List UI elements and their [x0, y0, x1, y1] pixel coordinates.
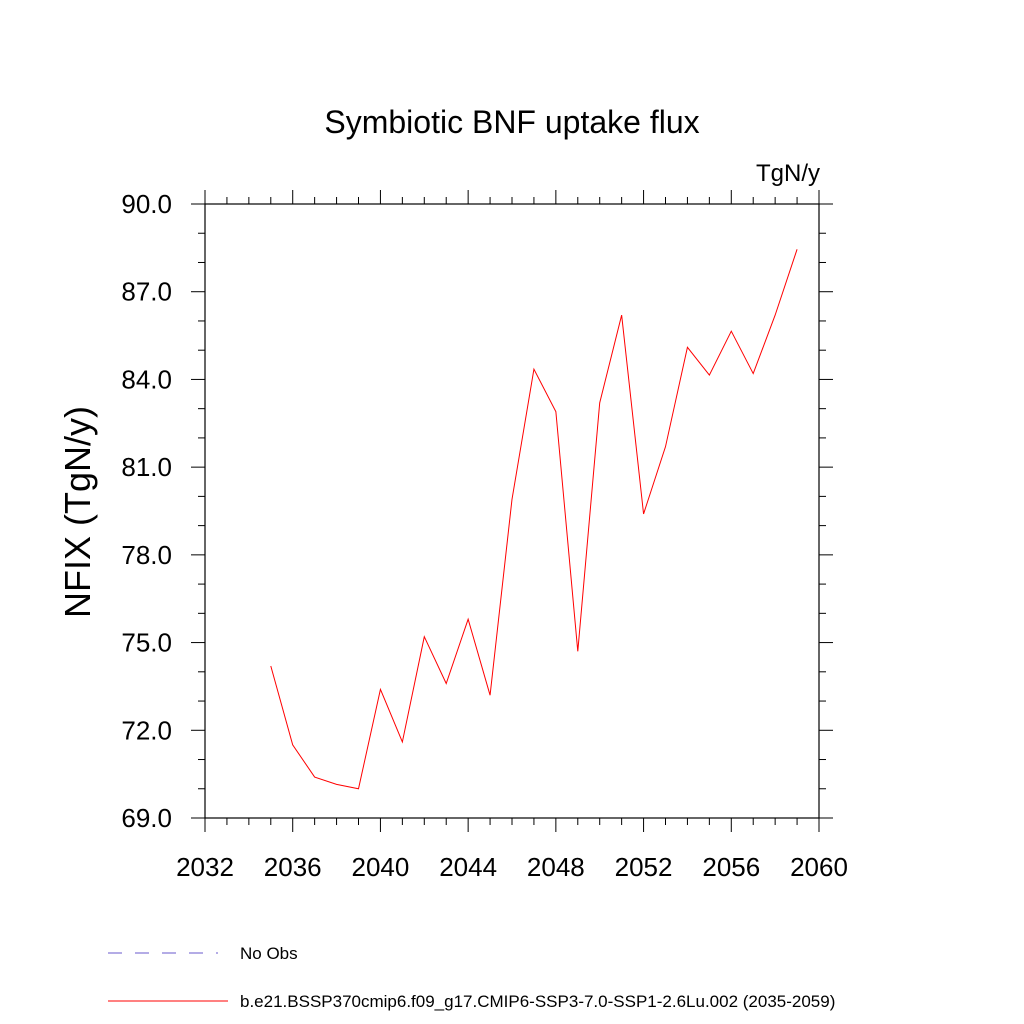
- x-tick-label: 2040: [352, 852, 410, 882]
- legend: No Obs b.e21.BSSP370cmip6.f09_g17.CMIP6-…: [108, 944, 835, 1011]
- units-label: TgN/y: [756, 160, 820, 187]
- x-tick-label: 2032: [176, 852, 234, 882]
- chart-title: Symbiotic BNF uptake flux: [324, 104, 699, 140]
- x-tick-label: 2052: [615, 852, 673, 882]
- y-tick-label: 90.0: [121, 189, 172, 219]
- legend-label-no-obs: No Obs: [240, 944, 298, 963]
- x-tick-label: 2044: [439, 852, 497, 882]
- y-tick-label: 69.0: [121, 803, 172, 833]
- y-axis-label: NFIX (TgN/y): [57, 406, 98, 618]
- series-layer: [270, 249, 798, 790]
- x-tick-labels: 2032 2036 2040 2044 2048 2052 2056 2060: [176, 852, 848, 882]
- y-tick-label: 78.0: [121, 540, 172, 570]
- x-tick-label: 2036: [264, 852, 322, 882]
- x-tick-label: 2048: [527, 852, 585, 882]
- y-tick-label: 87.0: [121, 277, 172, 307]
- plot-frame: [204, 203, 820, 819]
- axis-ticks: [191, 190, 833, 832]
- series-line: [270, 249, 798, 790]
- legend-label-series: b.e21.BSSP370cmip6.f09_g17.CMIP6-SSP3-7.…: [240, 992, 835, 1011]
- y-tick-label: 72.0: [121, 715, 172, 745]
- y-tick-label: 84.0: [121, 364, 172, 394]
- x-tick-label: 2056: [702, 852, 760, 882]
- x-tick-label: 2060: [790, 852, 848, 882]
- y-tick-label: 75.0: [121, 628, 172, 658]
- y-tick-labels: 69.0 72.0 75.0 78.0 81.0 84.0 87.0 90.0: [121, 189, 172, 833]
- y-tick-label: 81.0: [121, 452, 172, 482]
